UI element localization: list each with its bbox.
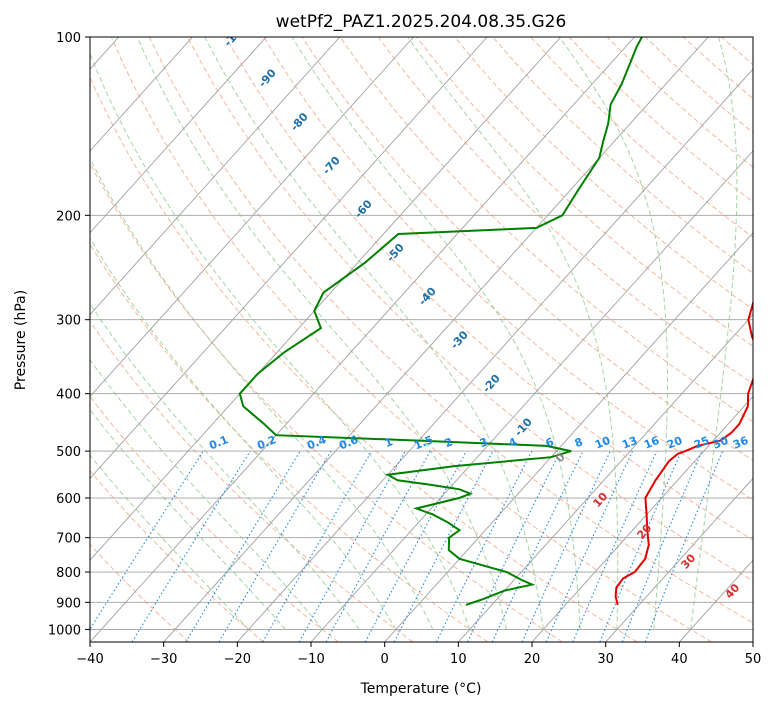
moist-adiabat [136, 37, 507, 630]
isotherm-line [90, 37, 562, 561]
isotherm-line [531, 395, 753, 642]
x-tick-label: −30 [150, 652, 177, 667]
isotherm-line [90, 37, 635, 642]
x-tick-label: 0 [381, 652, 389, 667]
moist-adiabat [90, 52, 471, 630]
dry-adiabat [454, 37, 753, 311]
mixing-ratio-label: 1 [383, 435, 395, 450]
mixing-ratio-line [644, 450, 724, 642]
moist-adiabat [291, 37, 581, 630]
mixing-ratio-line [325, 450, 431, 642]
x-tick-label: 30 [597, 652, 614, 667]
x-tick-label: 20 [524, 652, 541, 667]
isotherm-line [163, 37, 709, 642]
x-tick-label: 40 [671, 652, 688, 667]
mixing-ratio-line [90, 450, 204, 630]
y-tick-label: 700 [56, 532, 81, 547]
axes: −40 −30 −20 −10 0 10 20 30 40 50 100 200 300 400 500 60… [48, 31, 761, 667]
isotherm-line [236, 68, 753, 642]
x-tick-label: −10 [297, 652, 324, 667]
moist-adiabat [690, 37, 738, 630]
background-lines [90, 37, 753, 642]
isotherm-line [310, 150, 753, 642]
moist-adiabat [558, 37, 668, 630]
isotherm-line [90, 37, 267, 234]
y-tick-label: 200 [56, 209, 81, 224]
dry-adiabat [148, 37, 753, 624]
y-axis-label: Pressure (hPa) [13, 290, 29, 390]
moist-adiabat [90, 454, 249, 630]
isotherm-line [90, 37, 488, 479]
x-tick-label: −40 [76, 652, 103, 667]
mixing-ratio-label: 2 [443, 435, 455, 450]
y-tick-label: 800 [56, 566, 81, 581]
moist-adiabat [90, 157, 434, 630]
mixing-ratio-label: 36 [731, 434, 750, 452]
mixing-ratio-line [621, 450, 703, 642]
mixing-ratio-label: 13 [620, 434, 639, 452]
moist-adiabat [407, 37, 619, 630]
mixing-ratio-line [435, 450, 533, 642]
isotherm-line [90, 37, 193, 152]
mixing-ratio-label: 16 [642, 434, 661, 452]
mixing-ratio-line [131, 450, 251, 642]
y-tick-label: 900 [56, 596, 81, 611]
mixing-ratio-label: 8 [573, 435, 585, 450]
temperature-line [614, 299, 753, 606]
y-tick-label: 400 [56, 388, 81, 403]
dry-adiabat [90, 243, 488, 642]
y-tick-label: 1000 [48, 623, 81, 638]
dewpoint-line [238, 37, 643, 606]
mixing-ratio-line [364, 450, 467, 642]
dry-adiabat [339, 37, 753, 423]
y-tick-label: 500 [56, 445, 81, 460]
isotherm-line [457, 313, 753, 642]
dry-adiabat [90, 469, 264, 642]
mixing-ratio-label: 3 [478, 435, 490, 450]
mixing-ratio-label: 30 [711, 434, 730, 452]
isotherm-line [384, 232, 753, 642]
moist-adiabat [90, 237, 397, 630]
dry-adiabat [263, 37, 753, 501]
y-tick-label: 100 [56, 31, 81, 46]
mixing-ratio-line [572, 450, 658, 642]
x-axis-label: Temperature (°C) [360, 681, 482, 697]
dry-adiabat [110, 37, 712, 642]
isotherm-line [90, 37, 414, 398]
moist-adiabat [90, 302, 360, 630]
moist-adiabat [204, 37, 544, 630]
dry-adiabat [90, 162, 563, 642]
mixing-ratio-label: 20 [665, 434, 684, 452]
y-tick-label: 300 [56, 314, 81, 329]
x-tick-label: 50 [745, 652, 762, 667]
isotherm-line [90, 37, 341, 316]
mixing-ratio-label: 25 [692, 434, 711, 452]
dry-adiabat [225, 37, 753, 541]
chart-title: wetPf2_PAZ1.2025.204.08.35.G26 [276, 12, 567, 32]
mixing-ratio-line [545, 450, 633, 642]
dry-adiabat [187, 37, 753, 582]
y-tick-label: 600 [56, 492, 81, 507]
plot-frame [89, 36, 754, 643]
x-tick-label: 10 [450, 652, 467, 667]
isotherm-line [605, 477, 753, 642]
x-tick-label: −20 [224, 652, 251, 667]
dry-adiabat [90, 76, 638, 642]
mixing-ratio-label: 10 [593, 434, 612, 452]
sounding-lines [238, 37, 753, 606]
mixing-ratio-line [599, 450, 682, 642]
moist-adiabat [90, 408, 286, 630]
mixing-ratio-line [298, 450, 406, 642]
